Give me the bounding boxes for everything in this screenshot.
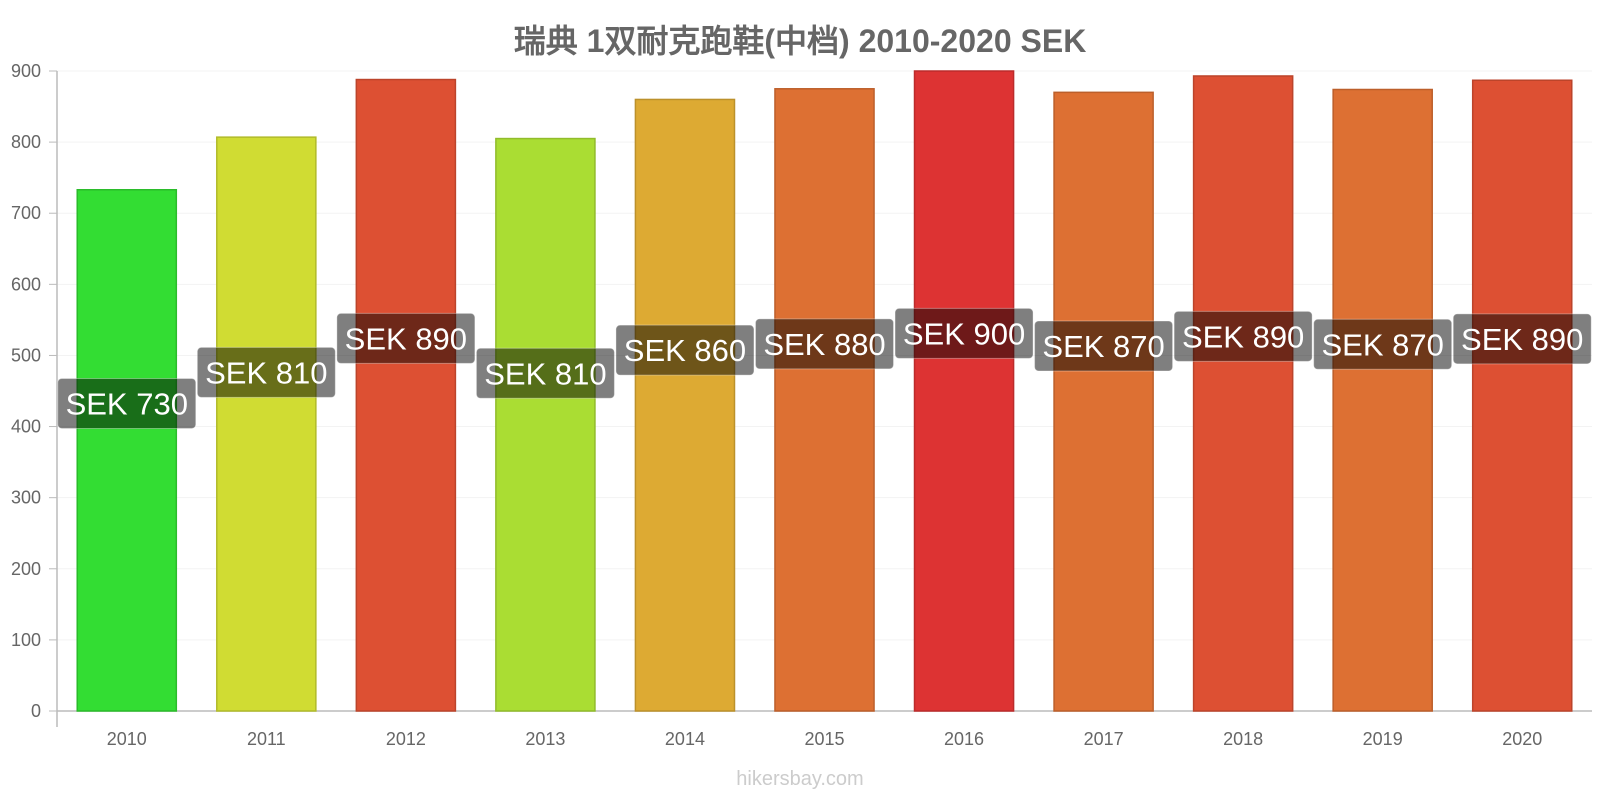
- x-tick-label: 2010: [107, 729, 147, 749]
- y-tick-label: 0: [31, 701, 41, 721]
- bar-2012: [355, 78, 457, 712]
- x-tick-label: 2020: [1502, 729, 1542, 749]
- data-label: SEK 810: [484, 356, 606, 391]
- data-label-box: [1034, 320, 1174, 372]
- y-tick-label: 100: [11, 630, 41, 650]
- bar-2014: [634, 98, 736, 712]
- y-tick-label: 400: [11, 417, 41, 437]
- x-tick-label: 2019: [1363, 729, 1403, 749]
- data-label: SEK 890: [1182, 319, 1304, 354]
- x-tick-label: 2012: [386, 729, 426, 749]
- y-tick-label: 200: [11, 559, 41, 579]
- data-label-box: [894, 307, 1034, 359]
- y-tick-label: 500: [11, 345, 41, 365]
- data-label: SEK 730: [66, 386, 188, 421]
- x-tick-label: 2013: [525, 729, 565, 749]
- data-label-box: [615, 324, 755, 376]
- label-layer: SEK 730 SEK 810 SEK 890 SEK 810 SEK 860 SEK 8…: [57, 307, 1592, 429]
- data-label: SEK 900: [903, 316, 1025, 351]
- data-label: SEK 860: [624, 333, 746, 368]
- data-label: SEK 890: [1461, 322, 1583, 357]
- x-tick-label: 2011: [247, 729, 286, 749]
- watermark: hikersbay.com: [736, 768, 864, 790]
- x-tick-label: 2015: [804, 729, 844, 749]
- data-label-box: [755, 318, 894, 370]
- data-label-box: [1313, 318, 1453, 370]
- data-label-box: [1452, 313, 1592, 365]
- x-tick-label: 2018: [1223, 729, 1263, 749]
- y-tick-label: 700: [11, 203, 41, 223]
- bar-2019: [1332, 88, 1433, 712]
- y-tick-label: 300: [11, 488, 41, 508]
- x-tick-label: 2017: [1084, 729, 1124, 749]
- bar-2017: [1053, 91, 1154, 712]
- y-tick-label: 800: [11, 132, 41, 152]
- bar-2018: [1192, 75, 1294, 712]
- data-label: SEK 890: [345, 321, 467, 356]
- x-tick-label: 2016: [944, 729, 984, 749]
- bar-layer: [76, 70, 1573, 712]
- data-label-box: [57, 377, 197, 429]
- y-tick-label: 900: [11, 61, 41, 81]
- data-label: SEK 870: [1321, 327, 1443, 362]
- data-label-box: [196, 346, 336, 398]
- data-label-box: [1173, 310, 1313, 362]
- x-tick-label: 2014: [665, 729, 705, 749]
- data-label: SEK 810: [205, 355, 327, 390]
- data-label-box: [475, 347, 615, 399]
- data-label: SEK 870: [1042, 329, 1164, 364]
- data-label-box: [336, 312, 476, 364]
- y-tick-label: 600: [11, 274, 41, 294]
- bar-2015: [774, 88, 875, 712]
- bar-2011: [216, 136, 317, 712]
- chart-title: 瑞典 1双耐克跑鞋(中档) 2010-2020 SEK: [513, 23, 1087, 59]
- bar-2010: [76, 189, 178, 712]
- data-label: SEK 880: [763, 327, 885, 362]
- bar-2016: [913, 70, 1015, 712]
- bar-2013: [495, 137, 596, 712]
- bar-2020: [1471, 79, 1573, 712]
